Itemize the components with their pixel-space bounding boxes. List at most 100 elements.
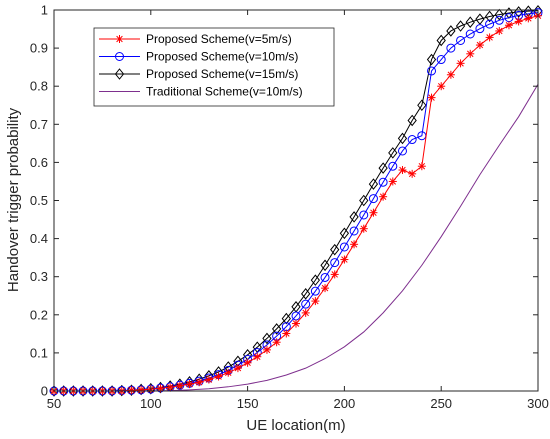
diamond-marker: [494, 8, 504, 21]
circle-marker: [388, 161, 398, 171]
asterisk-marker: [292, 319, 300, 328]
legend: Proposed Scheme(v=5m/s) Proposed Scheme(v…: [93, 27, 335, 107]
circle-marker: [339, 242, 349, 252]
asterisk-marker: [272, 338, 281, 347]
legend-entry: Traditional Scheme(v=10m/s): [99, 85, 303, 99]
asterisk-marker: [321, 284, 330, 293]
diamond-marker: [446, 25, 456, 37]
asterisk-marker: [408, 169, 417, 178]
diamond-marker: [368, 178, 379, 190]
circle-marker: [320, 272, 330, 282]
asterisk-marker: [127, 386, 136, 395]
diamond-marker: [330, 243, 340, 256]
diamond-marker: [320, 259, 330, 272]
legend-entry: Proposed Scheme(v=15m/s): [99, 67, 298, 81]
circle-marker: [485, 19, 495, 29]
diamond-marker: [475, 13, 485, 25]
diamond-marker: [484, 10, 495, 23]
legend-label: Proposed Scheme(v=15m/s): [146, 67, 298, 81]
diamond-marker: [455, 20, 466, 32]
circle-marker: [378, 177, 388, 187]
asterisk-marker: [282, 329, 291, 338]
y-tick-label: 0.3: [30, 269, 48, 284]
y-tick-label: 0.1: [30, 345, 48, 360]
asterisk-marker: [427, 93, 436, 102]
diamond-marker: [107, 385, 117, 397]
circle-marker: [456, 35, 466, 45]
circle-marker: [446, 43, 456, 53]
x-tick-label: 100: [140, 396, 162, 411]
diamond-marker: [262, 332, 272, 345]
asterisk-marker: [514, 17, 523, 26]
asterisk-marker: [137, 385, 146, 394]
legend-box: [93, 27, 335, 107]
diamond-marker: [359, 194, 369, 207]
circle-marker: [330, 258, 340, 268]
asterisk-marker: [417, 162, 426, 171]
diamond-marker: [349, 211, 359, 223]
circle-marker: [349, 226, 359, 236]
diamond-marker: [97, 385, 108, 397]
asterisk-marker: [204, 375, 213, 384]
y-tick-label: 0.5: [30, 193, 48, 208]
x-axis-label: UE location(m): [246, 417, 345, 434]
asterisk-marker: [214, 372, 223, 381]
y-axis-label: Handover trigger probability: [5, 107, 22, 292]
axis-layer: 50 100 150 200 250 300 0 0.1 0.2 0.3 0.4 0.5 0.6 0.7 0…: [30, 3, 549, 412]
asterisk-marker: [475, 41, 484, 50]
asterisk-marker: [495, 26, 504, 35]
asterisk-marker: [456, 59, 465, 68]
diamond-marker: [397, 132, 408, 145]
diamond-marker: [426, 53, 437, 66]
asterisk-marker: [262, 345, 271, 354]
x-tick-label: 50: [47, 396, 61, 411]
asterisk-marker: [485, 33, 494, 42]
circle-marker: [427, 66, 437, 76]
circle-marker: [368, 194, 378, 204]
diamond-marker: [126, 384, 137, 397]
asterisk-marker: [359, 224, 368, 233]
legend-entry: Proposed Scheme(v=10m/s): [99, 50, 298, 64]
circle-marker: [436, 55, 446, 65]
asterisk-marker: [301, 308, 310, 317]
y-tick-label: 0: [41, 384, 48, 399]
diamond-marker: [88, 385, 98, 397]
legend-label: Traditional Scheme(v=10m/s): [146, 85, 303, 99]
asterisk-marker: [224, 368, 233, 377]
asterisk-marker: [311, 297, 320, 306]
diamond-marker: [59, 385, 69, 397]
circle-marker: [407, 135, 417, 145]
legend-label: Proposed Scheme(v=5m/s): [146, 32, 292, 46]
asterisk-marker: [388, 177, 397, 186]
x-tick-label: 150: [237, 396, 259, 411]
diamond-marker: [78, 385, 88, 397]
diamond-marker: [114, 68, 125, 80]
y-tick-label: 0.2: [30, 307, 48, 322]
asterisk-marker: [379, 192, 388, 201]
asterisk-marker: [185, 380, 194, 389]
y-tick-label: 0.6: [30, 155, 48, 170]
y-tick-label: 0.8: [30, 79, 48, 94]
diamond-marker: [407, 114, 417, 127]
asterisk-marker: [369, 208, 378, 217]
x-tick-label: 300: [527, 396, 549, 411]
diamond-marker: [49, 385, 59, 397]
circle-marker: [310, 286, 320, 296]
circle-marker: [115, 52, 124, 61]
circle-marker: [359, 210, 369, 220]
diamond-marker: [436, 34, 446, 47]
diamond-marker: [301, 288, 311, 300]
asterisk-marker: [253, 352, 262, 361]
asterisk-marker: [175, 381, 184, 390]
asterisk-marker: [195, 378, 204, 387]
asterisk-marker: [437, 82, 446, 91]
circle-marker: [475, 24, 485, 34]
asterisk-marker: [350, 240, 359, 249]
diamond-marker: [281, 312, 291, 325]
asterisk-marker: [243, 358, 252, 367]
asterisk-marker: [466, 49, 475, 58]
circle-marker: [301, 299, 311, 309]
asterisk-marker: [340, 255, 349, 264]
diamond-marker: [310, 274, 321, 286]
